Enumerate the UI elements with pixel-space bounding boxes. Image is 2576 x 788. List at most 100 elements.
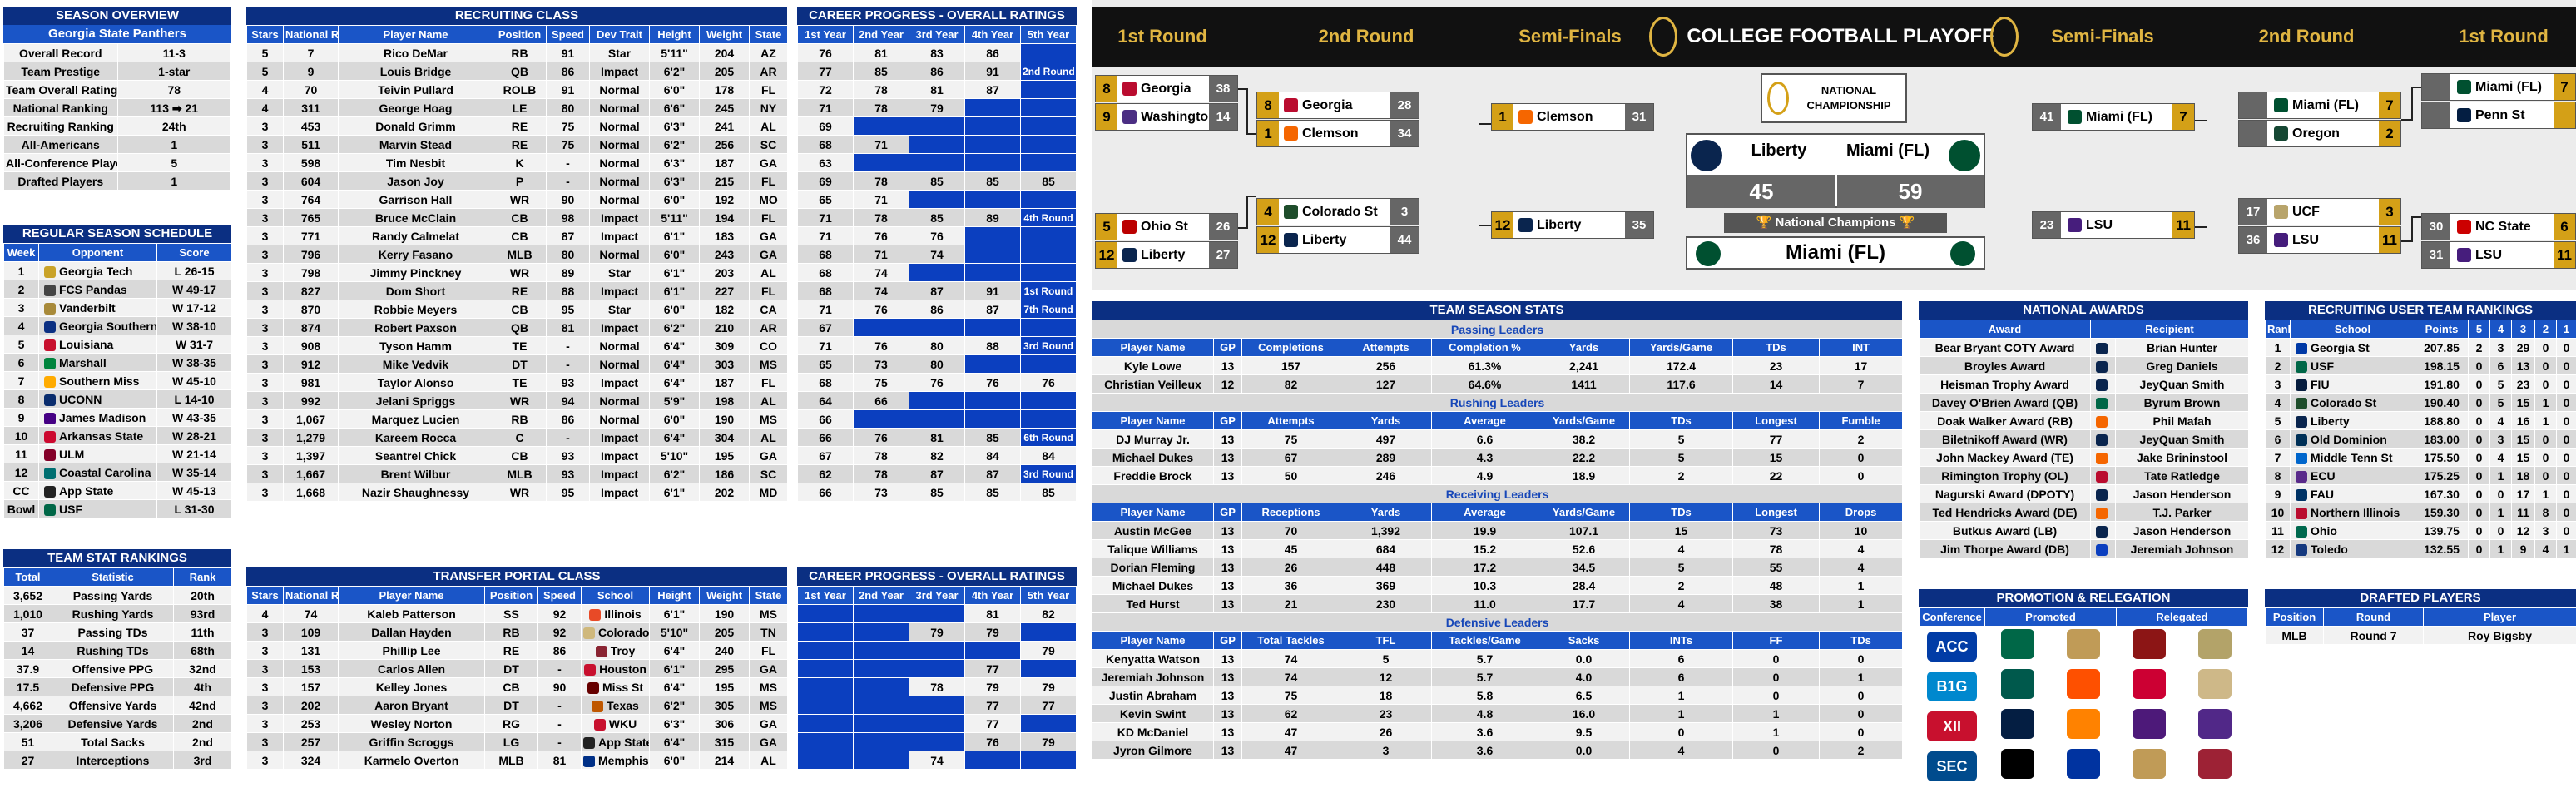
career-progress-row: 68 74 [797, 263, 1077, 282]
recruit-cell: 187 [699, 373, 750, 392]
career-progress-cell: 71 [797, 336, 854, 355]
career-progress-cell: 75 [853, 373, 909, 392]
recruit-cell: CA [749, 300, 788, 319]
receiving-cell: 10 [1818, 521, 1904, 540]
schedule-week: 5 [3, 335, 39, 354]
recruit-cell: Impact [589, 428, 650, 447]
passing-cell: 1411 [1538, 374, 1630, 394]
recruit-cell: Jason Joy [338, 171, 493, 191]
school-logo-icon [2095, 525, 2108, 538]
award-name: John Mackey Award (TE) [1919, 448, 2091, 467]
relegated-team [2182, 666, 2248, 706]
defensive-cell: 5 [1340, 649, 1432, 668]
transfer-cell: 202 [283, 696, 339, 715]
recruit-cell: 4 [246, 98, 284, 117]
stat-ranking-cell: Rushing TDs [52, 641, 174, 660]
rushing-cell: DJ Murray Jr. [1092, 429, 1214, 449]
stat-ranking-row: 37.9 Offensive PPG 32nd [3, 659, 232, 678]
recruit-cell: 3 [246, 373, 284, 392]
recruit-cell: 6'2" [649, 62, 700, 81]
career-progress-row: 77 85 86 91 2nd Round [797, 62, 1077, 81]
career-progress-cell: 74 [853, 281, 909, 300]
career-progress-cell [1020, 354, 1077, 374]
relegated-team [2182, 706, 2248, 746]
schedule-score: W 35-14 [156, 463, 232, 482]
recruit-cell: 1,397 [283, 446, 339, 465]
recruit-rank-header: 1 [2556, 320, 2576, 339]
team-name: UCF [2292, 205, 2320, 219]
passing-leaders-label: Passing Leaders [1091, 320, 1904, 339]
recruit-cell: 182 [699, 300, 750, 319]
career-progress-row: 68 71 [797, 135, 1077, 154]
defensive-row: Kevin Swint 13 62 23 4.8 16.0 1 1 0 [1092, 704, 1904, 723]
receiving-cell: 4 [1629, 594, 1733, 613]
career-progress-cell: 76 [853, 300, 909, 319]
career-progress-table: 1st Year 2nd Year 3rd Year 4th Year 5th Year… [797, 25, 1077, 502]
team-score: 36 [2239, 227, 2267, 253]
school-logo-icon [2296, 543, 2307, 556]
passing-header: Yards [1538, 338, 1630, 357]
award-recipient: Jason Henderson [2114, 484, 2250, 503]
career-progress-cell [1020, 43, 1077, 62]
defensive-cell: 4 [1629, 741, 1733, 760]
team-logo-icon [1122, 220, 1137, 234]
receiving-header: Longest [1732, 503, 1820, 522]
transfer-cell: Carlos Allen [338, 659, 485, 678]
recruit-row: 3 908 Tyson Hamm TE - Normal 6'4" 309 CO [246, 336, 788, 355]
award-logo-cell [2090, 393, 2116, 412]
career-progress-cell: 78 [853, 98, 909, 117]
passing-header: Completion % [1431, 338, 1538, 357]
team-logo-icon [44, 394, 56, 406]
recruit-row: 3 798 Jimmy Pinckney WR 89 Star 6'1" 203 AL [246, 263, 788, 282]
relegated-team [2116, 706, 2182, 746]
recruit-rank-cell: 1 [2534, 484, 2557, 503]
recruit-rank-school-name: FAU [2311, 487, 2334, 501]
recruit-cell: Normal [589, 171, 650, 191]
passing-header: INT [1818, 338, 1904, 357]
recruit-cell: 453 [283, 116, 339, 136]
recruit-cell: AL [749, 391, 788, 410]
career-progress-cell: 86 [909, 62, 965, 81]
recruit-cell: Star [589, 300, 650, 319]
recruit-rank-cell: 198.15 [2415, 356, 2469, 375]
career-progress-cell [909, 263, 965, 282]
career-progress-cell [909, 391, 965, 410]
career-progress-header: 1st Year [797, 25, 854, 44]
career-progress-cell [964, 116, 1021, 136]
team-name: Liberty [1537, 218, 1582, 232]
team-score: 14 [1209, 104, 1237, 130]
team-logo-icon [1518, 110, 1533, 124]
recruit-cell: 798 [283, 263, 339, 282]
recruit-rank-row: 12 Toledo 132.55 0 1 9 4 1 [2265, 539, 2576, 558]
recruit-rank-school-name: Ohio [2311, 523, 2337, 538]
defensive-cell: 13 [1213, 704, 1242, 723]
receiving-cell: 55 [1732, 558, 1820, 577]
team-name: Washington [1141, 110, 1216, 124]
passing-header: Player Name [1092, 338, 1214, 357]
recruit-cell: MS [749, 409, 788, 429]
team-score: 35 [1625, 212, 1653, 238]
school-logo-icon [2296, 488, 2307, 501]
rushing-cell: 13 [1213, 429, 1242, 449]
career-progress-cell: 91 [964, 281, 1021, 300]
recruit-cell: 765 [283, 208, 339, 227]
receiving-cell: 19.9 [1431, 521, 1538, 540]
recruit-cell: 6'0" [649, 80, 700, 99]
recruit-rank-row: 6 Old Dominion 183.00 0 3 15 0 0 [2265, 429, 2576, 449]
award-recipient: Phil Mafah [2114, 411, 2250, 430]
career-progress-transfer-cell: 79 [964, 622, 1021, 642]
team-score: 44 [1390, 227, 1419, 253]
stat-ranking-cell: 2nd [173, 714, 232, 733]
stat-ranking-row: 14 Rushing TDs 68th [3, 641, 232, 660]
recruit-cell: 6'4" [649, 373, 700, 392]
recruit-cell: 86 [546, 409, 590, 429]
recruit-cell: Robbie Meyers [338, 300, 493, 319]
recruit-cell: TE [493, 373, 547, 392]
receiving-cell: 36 [1241, 576, 1340, 595]
stat-ranking-cell: 37 [3, 622, 52, 642]
career-progress-row: 72 78 81 87 [797, 80, 1077, 99]
career-progress-cell: 66 [853, 391, 909, 410]
stat-ranking-cell: 20th [173, 586, 232, 605]
team-logo-icon [44, 265, 56, 278]
recruit-cell: Tim Nesbit [338, 153, 493, 172]
